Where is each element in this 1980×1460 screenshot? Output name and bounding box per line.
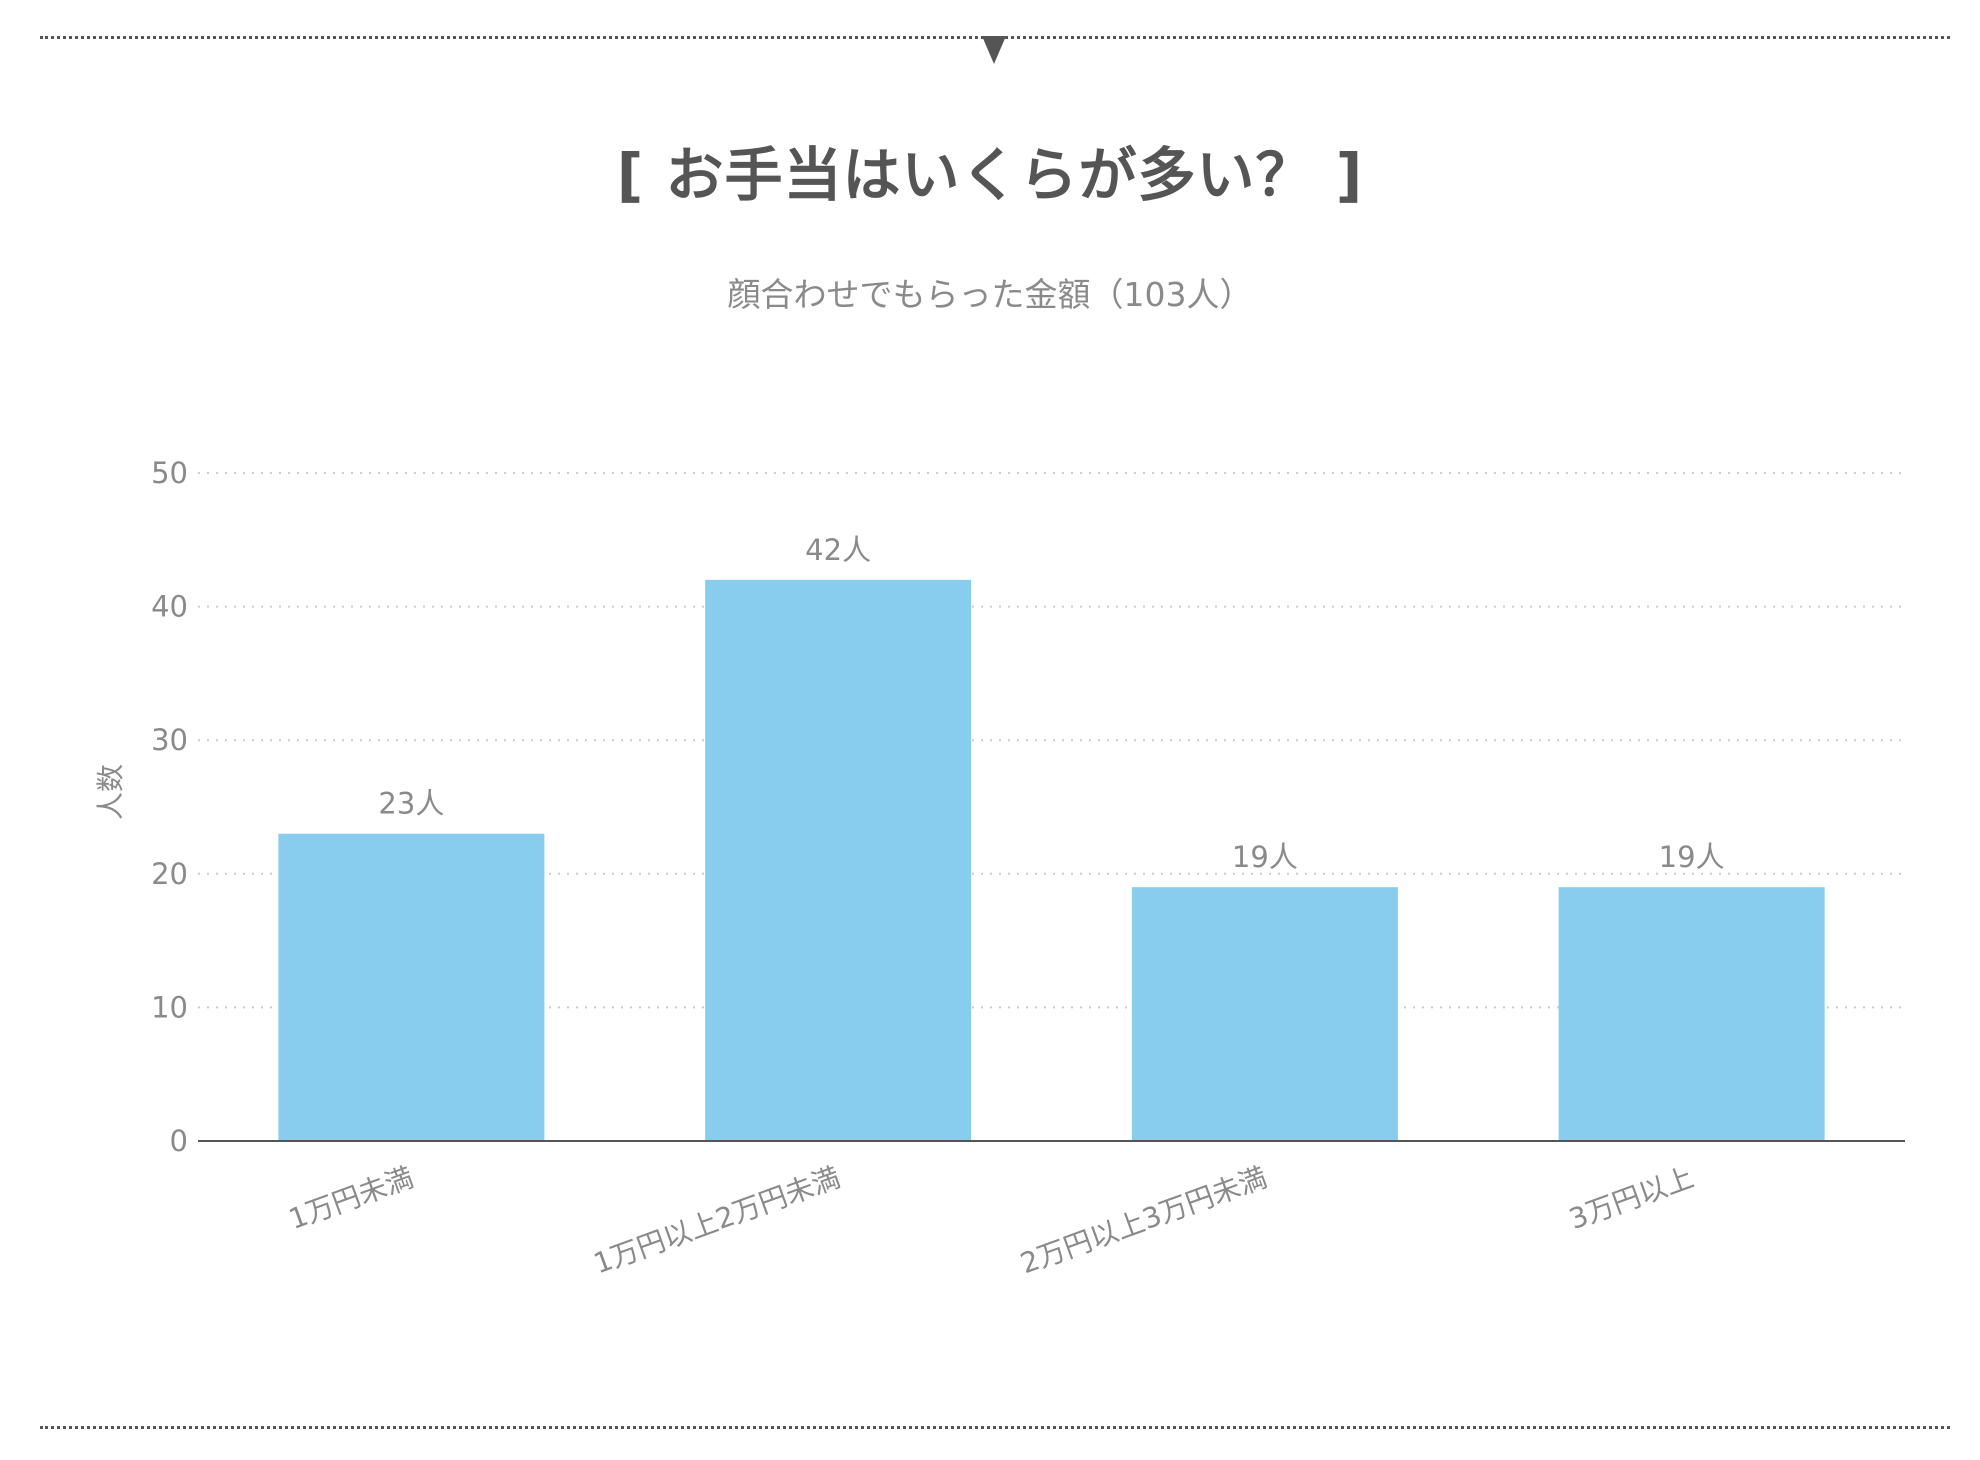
down-pointer-icon	[982, 36, 1006, 64]
bar-data-label: 42人	[805, 533, 871, 567]
bar-data-label: 19人	[1659, 840, 1725, 874]
bar	[1558, 887, 1825, 1141]
y-tick-label: 40	[151, 590, 188, 624]
bar	[705, 579, 972, 1141]
chart-subtitle: 顔合わせでもらった金額（103人）	[727, 275, 1253, 314]
bar	[278, 833, 545, 1141]
x-tick-label: 1万円未満	[284, 1161, 417, 1236]
bar	[1131, 887, 1398, 1141]
y-tick-label: 0	[170, 1124, 188, 1158]
y-axis-title: 人数	[94, 764, 127, 820]
x-tick-label: 2万円以上3万円未満	[1016, 1161, 1271, 1281]
bottom-dotted-divider	[40, 1426, 1950, 1429]
chart-title: [ お手当はいくらが多い？ ]	[616, 141, 1364, 209]
y-tick-label: 30	[151, 723, 188, 757]
y-tick-label: 10	[151, 990, 188, 1024]
y-tick-label: 20	[151, 857, 188, 891]
bar-data-label: 23人	[378, 787, 444, 821]
x-tick-label: 1万円以上2万円未満	[589, 1161, 844, 1281]
y-tick-label: 50	[151, 456, 188, 490]
bar-data-label: 19人	[1232, 840, 1298, 874]
bars	[278, 579, 1825, 1141]
x-tick-label: 3万円以上	[1565, 1161, 1698, 1236]
